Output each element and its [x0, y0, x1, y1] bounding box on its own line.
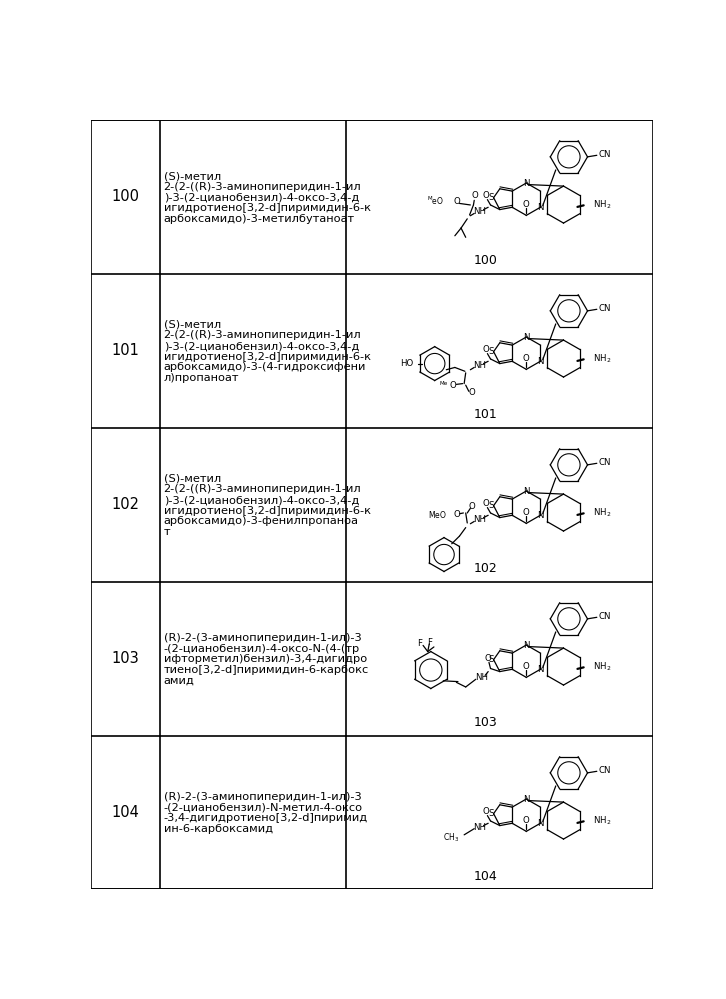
Text: NH: NH — [473, 207, 486, 216]
Text: 104: 104 — [474, 869, 498, 882]
Text: 101: 101 — [474, 408, 498, 421]
Text: O: O — [453, 510, 460, 519]
Text: )-3-(2-цианобензил)-4-оксо-3,4-д: )-3-(2-цианобензил)-4-оксо-3,4-д — [163, 341, 359, 351]
Text: ифторметил)бензил)-3,4-дигидро: ифторметил)бензил)-3,4-дигидро — [163, 654, 367, 664]
Text: NH: NH — [473, 514, 486, 523]
Text: арбоксамидо)-3-(4-гидроксифени: арбоксамидо)-3-(4-гидроксифени — [163, 363, 366, 373]
Text: O: O — [468, 502, 476, 511]
Text: -3,4-дигидротиено[3,2-d]пиримид: -3,4-дигидротиено[3,2-d]пиримид — [163, 813, 368, 823]
Text: N: N — [523, 179, 529, 188]
Text: CN: CN — [598, 304, 611, 313]
Text: $\mathregular{^MeO}$: $\mathregular{^MeO}$ — [427, 194, 444, 207]
Text: CN: CN — [598, 612, 611, 621]
Text: $\mathregular{NH_2}$: $\mathregular{NH_2}$ — [593, 353, 611, 365]
Text: N: N — [537, 819, 544, 828]
Text: O: O — [453, 198, 460, 207]
Text: 2-(2-((R)-3-аминопиперидин-1-ил: 2-(2-((R)-3-аминопиперидин-1-ил — [163, 331, 362, 341]
Text: тиено[3,2-d]пиримидин-6-карбокс: тиено[3,2-d]пиримидин-6-карбокс — [163, 665, 369, 675]
Text: CN: CN — [598, 458, 611, 467]
Text: -(2-цианобензил)-N-метил-4-оксо: -(2-цианобензил)-N-метил-4-оксо — [163, 802, 363, 812]
Text: )-3-(2-цианобензил)-4-оксо-3,4-д: )-3-(2-цианобензил)-4-оксо-3,4-д — [163, 193, 359, 203]
Text: NH: NH — [473, 361, 486, 370]
Text: N: N — [537, 510, 544, 519]
Text: (S)-метил: (S)-метил — [163, 474, 221, 484]
Text: O: O — [523, 200, 530, 209]
Text: т: т — [163, 526, 170, 536]
Text: S: S — [489, 193, 494, 202]
Text: CN: CN — [598, 766, 611, 775]
Text: O: O — [523, 508, 530, 517]
Text: N: N — [537, 357, 544, 366]
Text: N: N — [537, 203, 544, 212]
Text: O: O — [472, 191, 478, 200]
Text: 101: 101 — [111, 344, 139, 359]
Text: $\mathregular{NH_2}$: $\mathregular{NH_2}$ — [593, 506, 611, 518]
Text: O: O — [523, 816, 530, 825]
Text: )-3-(2-цианобензил)-4-оксо-3,4-д: )-3-(2-цианобензил)-4-оксо-3,4-д — [163, 496, 359, 505]
Text: O: O — [523, 354, 530, 363]
Text: N: N — [537, 664, 544, 673]
Text: N: N — [523, 640, 529, 649]
Text: S: S — [489, 501, 494, 510]
Text: F: F — [427, 637, 432, 646]
Text: O: O — [468, 389, 476, 398]
Text: CN: CN — [598, 150, 611, 159]
Text: $\mathregular{^{Me}}$: $\mathregular{^{Me}}$ — [439, 381, 449, 390]
Text: NH: NH — [475, 673, 488, 682]
Text: $\mathregular{NH_2}$: $\mathregular{NH_2}$ — [593, 660, 611, 673]
Text: N: N — [523, 487, 529, 496]
Text: O: O — [483, 191, 489, 200]
Text: O: O — [523, 662, 530, 671]
Text: (R)-2-(3-аминопиперидин-1-ил)-3: (R)-2-(3-аминопиперидин-1-ил)-3 — [163, 633, 362, 643]
Text: S: S — [489, 347, 494, 357]
Text: O: O — [483, 500, 489, 508]
Text: O: O — [450, 381, 457, 390]
Text: O: O — [483, 807, 489, 816]
Text: 102: 102 — [474, 561, 498, 574]
Text: $\mathregular{NH_2}$: $\mathregular{NH_2}$ — [593, 199, 611, 211]
Text: ин-6-карбоксамид: ин-6-карбоксамид — [163, 824, 273, 834]
Text: 102: 102 — [111, 498, 139, 512]
Text: игидротиено[3,2-d]пиримидин-6-к: игидротиено[3,2-d]пиримидин-6-к — [163, 203, 370, 213]
Text: (R)-2-(3-аминопиперидин-1-ил)-3: (R)-2-(3-аминопиперидин-1-ил)-3 — [163, 792, 362, 802]
Text: арбоксамидо)-3-метилбутаноат: арбоксамидо)-3-метилбутаноат — [163, 214, 355, 224]
Text: 103: 103 — [111, 651, 139, 666]
Text: л)пропаноат: л)пропаноат — [163, 373, 239, 383]
Text: игидротиено[3,2-d]пиримидин-6-к: игидротиено[3,2-d]пиримидин-6-к — [163, 352, 370, 362]
Text: игидротиено[3,2-d]пиримидин-6-к: игидротиено[3,2-d]пиримидин-6-к — [163, 505, 370, 515]
Text: $\mathregular{MeO}$: $\mathregular{MeO}$ — [428, 509, 447, 520]
Text: 100: 100 — [111, 190, 139, 205]
Text: -(2-цианобензил)-4-оксо-N-(4-(тр: -(2-цианобензил)-4-оксо-N-(4-(тр — [163, 643, 360, 653]
Text: амид: амид — [163, 675, 195, 685]
Text: $\mathregular{NH_2}$: $\mathregular{NH_2}$ — [593, 814, 611, 827]
Text: NH: NH — [473, 822, 486, 831]
Text: O: O — [484, 654, 491, 663]
Text: S: S — [489, 809, 494, 818]
Text: 104: 104 — [111, 805, 139, 820]
Text: N: N — [523, 794, 529, 803]
Text: HO: HO — [400, 359, 413, 368]
Text: N: N — [523, 333, 529, 342]
Text: F: F — [417, 639, 423, 648]
Text: арбоксамидо)-3-фенилпропаноа: арбоксамидо)-3-фенилпропаноа — [163, 516, 359, 526]
Text: 2-(2-((R)-3-аминопиперидин-1-ил: 2-(2-((R)-3-аминопиперидин-1-ил — [163, 485, 362, 495]
Text: 103: 103 — [474, 715, 498, 728]
Text: $\mathregular{CH_3}$: $\mathregular{CH_3}$ — [444, 831, 460, 844]
Text: (S)-метил: (S)-метил — [163, 171, 221, 181]
Text: 2-(2-((R)-3-аминопиперидин-1-ил: 2-(2-((R)-3-аминопиперидин-1-ил — [163, 182, 362, 192]
Text: 100: 100 — [474, 254, 498, 267]
Text: S: S — [489, 655, 494, 664]
Text: (S)-метил: (S)-метил — [163, 320, 221, 330]
Text: O: O — [483, 346, 489, 355]
